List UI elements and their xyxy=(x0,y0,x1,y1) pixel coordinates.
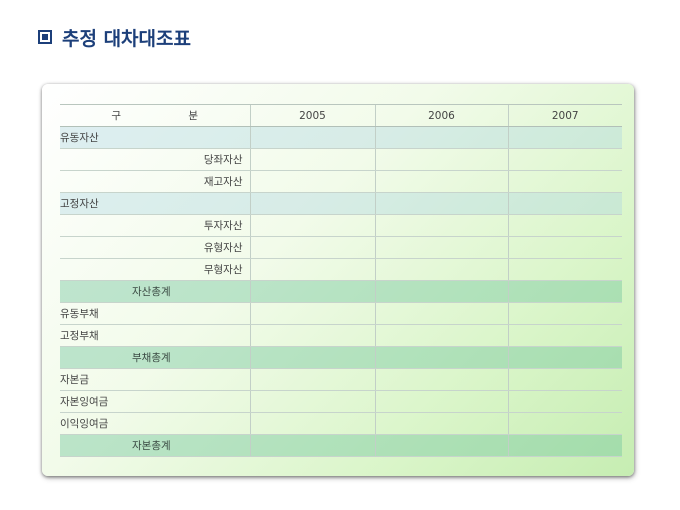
table-row: 무형자산 xyxy=(60,258,622,281)
table-row-total: 부채총계 xyxy=(60,346,622,369)
header-year-2006: 2006 xyxy=(374,104,508,127)
table-cell xyxy=(374,390,508,413)
table-row-total: 자본총계 xyxy=(60,434,622,457)
header-year-2005: 2005 xyxy=(249,104,375,127)
table-row-total: 자산총계 xyxy=(60,280,622,303)
row-label: 자본총계 xyxy=(60,434,250,457)
table-cell xyxy=(249,280,375,303)
table-cell xyxy=(507,390,622,413)
header-year-2007: 2007 xyxy=(507,104,622,127)
table-cell xyxy=(249,258,375,281)
table-cell xyxy=(249,302,375,325)
table-row: 자본잉여금 xyxy=(60,390,622,413)
table-cell xyxy=(507,170,622,193)
table-cell xyxy=(249,214,375,237)
header-category: 구 분 xyxy=(60,104,250,127)
table-cell xyxy=(507,368,622,391)
row-label: 유형자산 xyxy=(60,236,250,259)
table-cell xyxy=(249,324,375,347)
row-label: 고정자산 xyxy=(60,192,250,215)
table-cell xyxy=(507,214,622,237)
table-row: 고정부채 xyxy=(60,324,622,347)
table-row: 재고자산 xyxy=(60,170,622,193)
table-cell xyxy=(507,192,622,215)
table-row: 유동부채 xyxy=(60,302,622,325)
table-cell xyxy=(507,258,622,281)
table-cell xyxy=(374,368,508,391)
table-row: 투자자산 xyxy=(60,214,622,237)
table-cell xyxy=(249,170,375,193)
table-cell xyxy=(507,324,622,347)
table-cell xyxy=(374,126,508,149)
row-label: 이익잉여금 xyxy=(60,412,250,435)
table-row: 자본금 xyxy=(60,368,622,391)
table-cell xyxy=(507,412,622,435)
table-cell xyxy=(374,148,508,171)
table-cell xyxy=(249,368,375,391)
table-row: 고정자산 xyxy=(60,192,622,215)
row-label: 유동자산 xyxy=(60,126,250,149)
table-cell xyxy=(374,434,508,457)
table-cell xyxy=(507,280,622,303)
row-label: 자본잉여금 xyxy=(60,390,250,413)
table-cell xyxy=(374,302,508,325)
table-cell xyxy=(249,346,375,369)
balance-sheet-table: 구 분 2005 2006 2007 유동자산 당좌자산 재고자산 고정자산 xyxy=(60,104,622,457)
table-cell xyxy=(249,192,375,215)
row-label: 자본금 xyxy=(60,368,250,391)
row-label: 고정부채 xyxy=(60,324,250,347)
row-label: 무형자산 xyxy=(60,258,250,281)
table-cell xyxy=(507,236,622,259)
table-cell xyxy=(249,148,375,171)
row-label: 부채총계 xyxy=(60,346,250,369)
table-header-row: 구 분 2005 2006 2007 xyxy=(60,104,622,127)
table-cell xyxy=(374,170,508,193)
table-row: 유형자산 xyxy=(60,236,622,259)
table-cell xyxy=(374,258,508,281)
table-cell xyxy=(507,434,622,457)
row-label: 유동부채 xyxy=(60,302,250,325)
row-label: 당좌자산 xyxy=(60,148,250,171)
page-title: 추정 대차대조표 xyxy=(38,24,191,50)
table-cell xyxy=(507,126,622,149)
square-bullet-icon xyxy=(38,30,52,44)
table-cell xyxy=(249,236,375,259)
table-cell xyxy=(507,346,622,369)
table-cell xyxy=(249,126,375,149)
page-title-text: 추정 대차대조표 xyxy=(62,27,191,50)
table-cell xyxy=(374,324,508,347)
row-label: 재고자산 xyxy=(60,170,250,193)
table-row: 유동자산 xyxy=(60,126,622,149)
table-cell xyxy=(374,280,508,303)
table-cell xyxy=(374,346,508,369)
row-label: 자산총계 xyxy=(60,280,250,303)
table-cell xyxy=(249,412,375,435)
table-cell xyxy=(374,236,508,259)
table-cell xyxy=(507,148,622,171)
table-cell xyxy=(374,214,508,237)
table-row: 이익잉여금 xyxy=(60,412,622,435)
table-cell xyxy=(507,302,622,325)
table-cell xyxy=(374,192,508,215)
table-row: 당좌자산 xyxy=(60,148,622,171)
table-cell xyxy=(249,434,375,457)
row-label: 투자자산 xyxy=(60,214,250,237)
table-cell xyxy=(249,390,375,413)
table-cell xyxy=(374,412,508,435)
